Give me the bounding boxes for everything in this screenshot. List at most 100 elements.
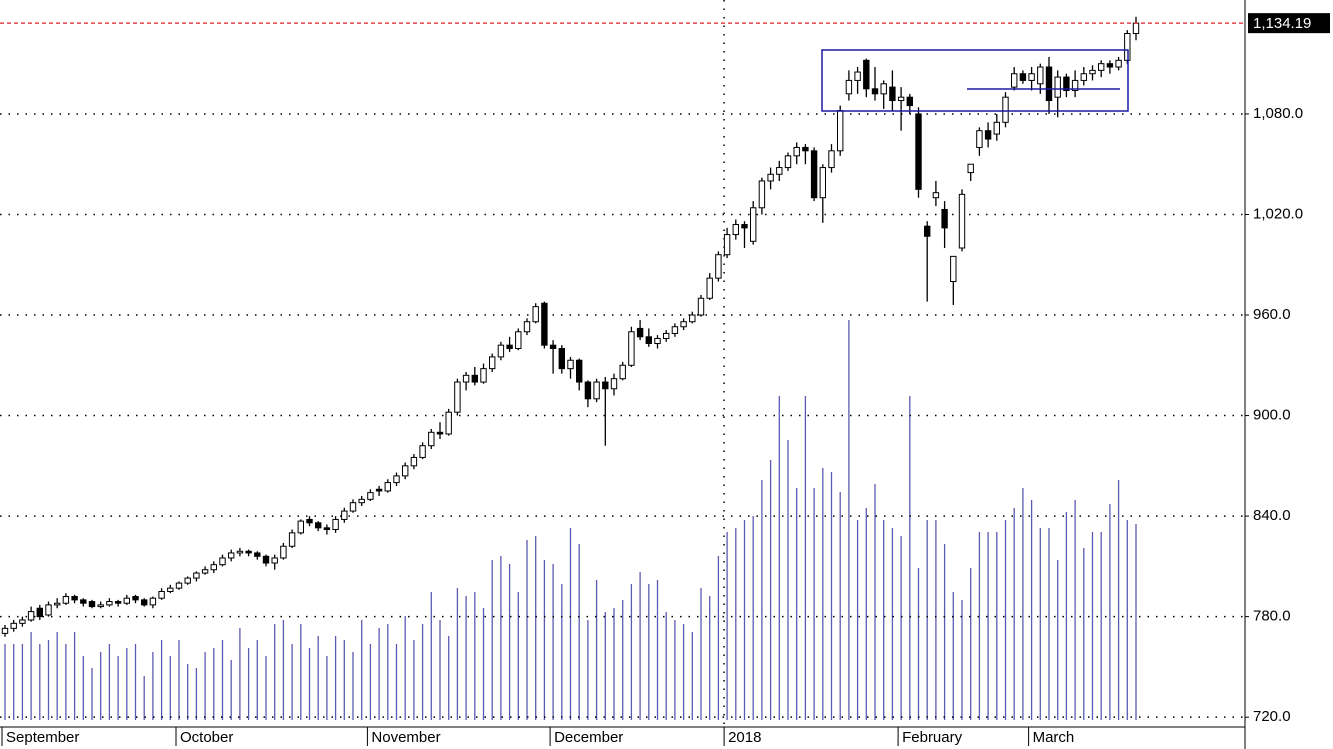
candle-body [114, 601, 122, 604]
y-tick-label: 1,080.0 [1253, 105, 1303, 122]
candle-body [558, 348, 565, 370]
candle-body [1089, 69, 1096, 75]
candle-body [489, 356, 496, 370]
candle-body [262, 555, 270, 564]
candle-body [1071, 79, 1079, 91]
candle-body [288, 532, 296, 547]
candle-body [254, 552, 261, 557]
candle-body [584, 381, 592, 400]
last-price-label: 1,134.19 [1253, 15, 1311, 32]
candle-body [132, 596, 139, 601]
y-tick-label: 1,020.0 [1253, 205, 1303, 222]
candle-body [1098, 63, 1105, 71]
candle-body [897, 96, 905, 102]
candle-body [723, 234, 731, 256]
candle-body [532, 306, 539, 323]
candle-body [636, 327, 644, 338]
x-tick-label: February [902, 729, 963, 746]
candle-body [715, 254, 722, 279]
candle-body [271, 557, 278, 564]
candle-body [375, 488, 383, 492]
candle-body [993, 121, 1000, 135]
candle-body [697, 297, 705, 316]
candle-body [1011, 73, 1018, 88]
candle-body [1132, 22, 1140, 35]
candle-body [984, 130, 992, 140]
candle-body [106, 601, 113, 606]
candle-body [932, 192, 940, 199]
candle-body [10, 622, 17, 629]
candle-body [549, 344, 557, 350]
candle-body [802, 146, 809, 152]
candle-body [810, 150, 818, 199]
candle-body [323, 527, 331, 530]
candle-body [19, 619, 26, 624]
candle-body [497, 344, 505, 358]
candle-body [149, 597, 157, 606]
candle-body [88, 601, 96, 608]
candle-body [480, 368, 487, 383]
candle-body [610, 378, 618, 390]
candle-body [393, 475, 400, 484]
candle-body [680, 321, 687, 328]
candle-body [280, 545, 287, 559]
candle-body [462, 374, 470, 383]
candle-body [837, 110, 844, 152]
candle-body [889, 86, 896, 102]
candle-body [663, 332, 670, 339]
candle-body [193, 572, 200, 579]
last-price-box [1248, 13, 1330, 34]
y-tick-label: 960.0 [1253, 306, 1291, 323]
candle-body [175, 582, 183, 589]
y-tick-label: 720.0 [1253, 708, 1291, 725]
candle-body [906, 96, 913, 107]
candle-body [732, 224, 739, 236]
candle-body [97, 604, 104, 608]
candle-body [245, 550, 252, 554]
candle-body [219, 557, 226, 566]
candle-body [167, 587, 174, 592]
candle-body [576, 359, 583, 383]
candle-body [976, 130, 983, 148]
candle-body [880, 83, 887, 95]
volume-layer [4, 320, 1137, 720]
candle-body [297, 520, 305, 534]
candle-body [454, 381, 461, 413]
candle-body [1019, 73, 1027, 81]
candle-body [950, 255, 957, 283]
candle-body [515, 331, 522, 350]
candle-body [863, 59, 870, 90]
candle-body [1063, 76, 1070, 91]
candle-body [1037, 66, 1044, 85]
candle-body [602, 381, 609, 390]
candle-body [349, 502, 357, 512]
candle-body [228, 552, 235, 559]
candle-body [471, 374, 479, 383]
candle-body [1106, 63, 1114, 68]
candle-body [758, 180, 766, 209]
y-tick-label: 840.0 [1253, 507, 1291, 524]
candle-body [1054, 76, 1061, 98]
candle-body [941, 208, 948, 229]
candle-body [654, 337, 661, 345]
candle-body [201, 569, 209, 574]
y-tick-label: 780.0 [1253, 608, 1291, 625]
consolidation-box [821, 49, 1129, 112]
candle-body [62, 596, 70, 604]
candle-body [315, 522, 322, 529]
candle-body [967, 163, 974, 174]
candle-body [428, 431, 435, 447]
candle-body [332, 518, 339, 530]
x-tick-label: 2018 [728, 729, 761, 746]
candle-body [628, 331, 635, 366]
label-layer: 720.0 780.0 840.0 900.0 960.0 1,020.0 1,080.0 S… [0, 13, 1330, 746]
candle-body [958, 193, 966, 249]
candle-body [184, 577, 191, 584]
candle-body [445, 411, 452, 435]
candle-body [506, 344, 513, 350]
candle-body [123, 597, 130, 604]
candle-body [1, 627, 9, 634]
grid-layer [0, 0, 1245, 727]
candle-body [593, 381, 600, 400]
